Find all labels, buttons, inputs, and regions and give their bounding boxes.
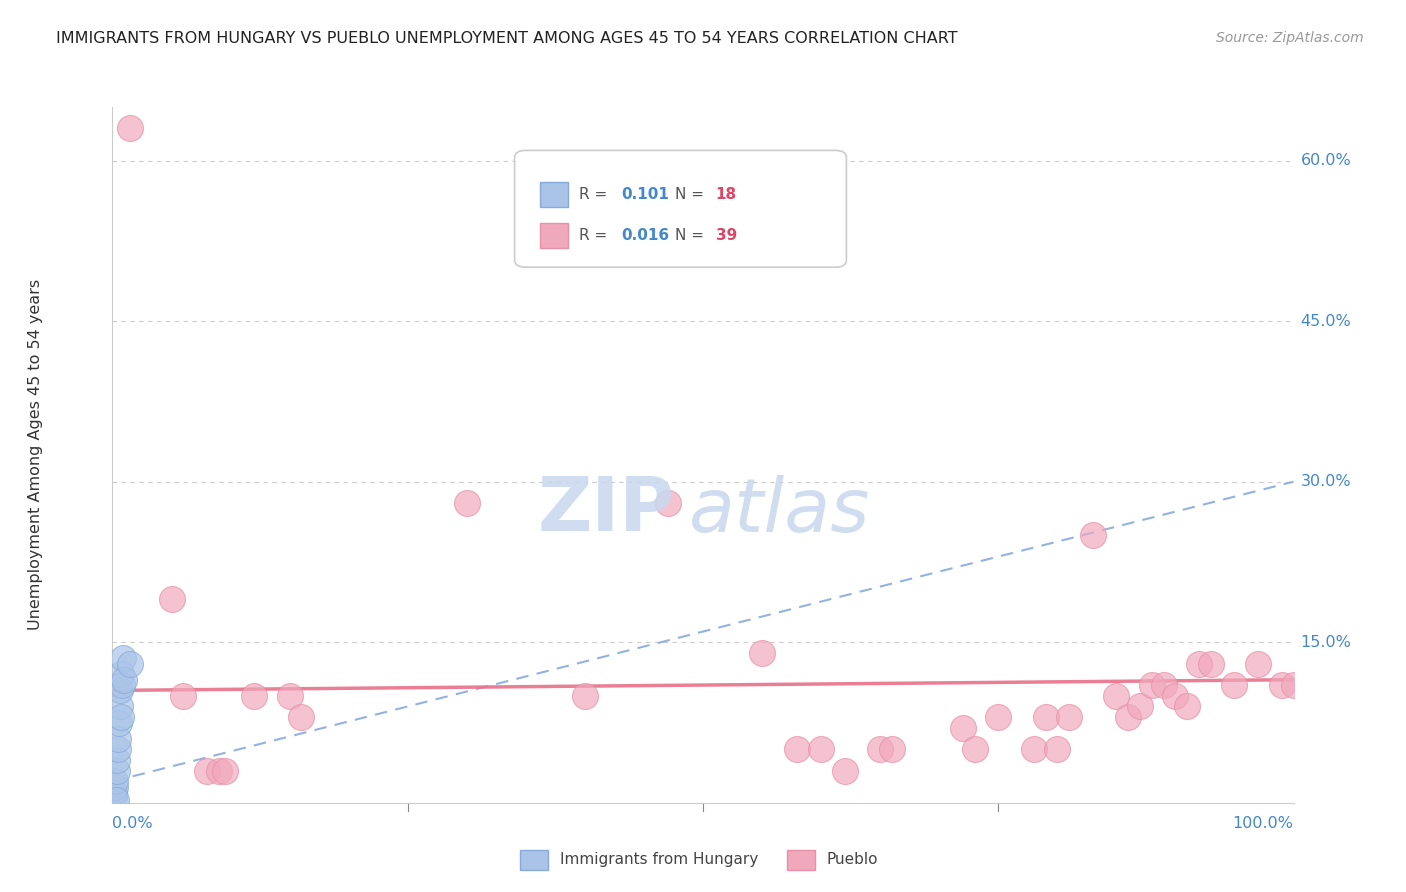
Point [105, 753, 128, 767]
Point [243, 689, 266, 703]
Point [105, 764, 128, 778]
Point [751, 646, 773, 660]
Point [1223, 678, 1246, 692]
Point [1164, 689, 1187, 703]
Text: 0.101: 0.101 [621, 187, 669, 202]
Text: ZIP: ZIP [537, 474, 675, 547]
Point [172, 689, 194, 703]
Text: 18: 18 [716, 187, 737, 202]
Point [786, 742, 808, 756]
Point [963, 742, 986, 756]
Point [1116, 710, 1139, 724]
Point [1129, 699, 1152, 714]
Point [108, 683, 131, 698]
Point [880, 742, 903, 756]
Text: Source: ZipAtlas.com: Source: ZipAtlas.com [1216, 31, 1364, 45]
Point [105, 792, 128, 806]
Point [208, 764, 231, 778]
Point [1199, 657, 1222, 671]
Point [107, 731, 129, 746]
Point [952, 721, 974, 735]
Text: Immigrants from Hungary: Immigrants from Hungary [560, 853, 758, 867]
Point [120, 121, 142, 136]
Point [120, 657, 142, 671]
Text: R =: R = [579, 228, 613, 244]
Point [1022, 742, 1045, 756]
Text: N =: N = [675, 187, 709, 202]
Point [1153, 678, 1175, 692]
Point [1105, 689, 1128, 703]
Point [869, 742, 891, 756]
Point [810, 742, 832, 756]
Point [110, 710, 132, 724]
Text: atlas: atlas [689, 475, 870, 547]
Point [456, 496, 478, 510]
Point [1247, 657, 1270, 671]
Point [1175, 699, 1198, 714]
Point [107, 742, 129, 756]
Point [103, 790, 125, 805]
Point [104, 774, 127, 789]
Point [195, 764, 218, 778]
Point [1081, 528, 1104, 542]
Point [103, 785, 125, 799]
Point [108, 715, 131, 730]
Point [290, 710, 312, 724]
Text: IMMIGRANTS FROM HUNGARY VS PUEBLO UNEMPLOYMENT AMONG AGES 45 TO 54 YEARS CORRELA: IMMIGRANTS FROM HUNGARY VS PUEBLO UNEMPL… [56, 31, 957, 46]
Point [278, 689, 301, 703]
Text: 45.0%: 45.0% [1301, 314, 1351, 328]
Text: Pueblo: Pueblo [827, 853, 879, 867]
Text: 39: 39 [716, 228, 737, 244]
Text: 0.016: 0.016 [621, 228, 669, 244]
Point [574, 689, 596, 703]
Text: Unemployment Among Ages 45 to 54 years: Unemployment Among Ages 45 to 54 years [28, 279, 42, 631]
Point [1282, 678, 1305, 692]
Point [110, 667, 132, 681]
Point [112, 673, 135, 687]
Point [1046, 742, 1069, 756]
Text: 60.0%: 60.0% [1301, 153, 1351, 168]
Text: 0.0%: 0.0% [112, 816, 153, 831]
Point [1188, 657, 1211, 671]
Point [104, 780, 127, 794]
Point [160, 592, 183, 607]
Point [111, 678, 134, 692]
Text: 15.0%: 15.0% [1301, 635, 1351, 649]
Text: 30.0%: 30.0% [1301, 475, 1351, 489]
Text: N =: N = [675, 228, 709, 244]
Text: R =: R = [579, 187, 613, 202]
Point [214, 764, 236, 778]
Point [1035, 710, 1057, 724]
Point [112, 651, 135, 665]
Point [1140, 678, 1163, 692]
Text: 100.0%: 100.0% [1233, 816, 1294, 831]
Point [1271, 678, 1294, 692]
Point [108, 699, 131, 714]
Point [1057, 710, 1080, 724]
Point [657, 496, 679, 510]
Point [834, 764, 856, 778]
Point [987, 710, 1010, 724]
